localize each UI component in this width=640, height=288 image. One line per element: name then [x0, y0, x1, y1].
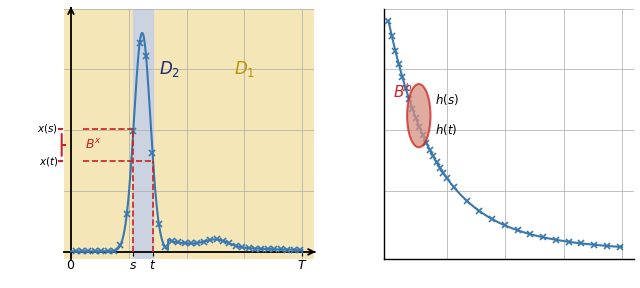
Bar [133, 9, 153, 259]
Text: $D_1$: $D_1$ [234, 59, 255, 79]
Text: $x(t)$: $x(t)$ [38, 155, 58, 168]
Ellipse shape [407, 84, 431, 147]
Text: $x(s)$: $x(s)$ [37, 122, 58, 135]
Text: $h(s)$: $h(s)$ [435, 92, 459, 107]
Text: $h(t)$: $h(t)$ [435, 122, 458, 137]
Text: $B^h$: $B^h$ [393, 82, 413, 101]
Text: $B^x$: $B^x$ [85, 138, 102, 152]
Text: $D_2$: $D_2$ [159, 59, 180, 79]
